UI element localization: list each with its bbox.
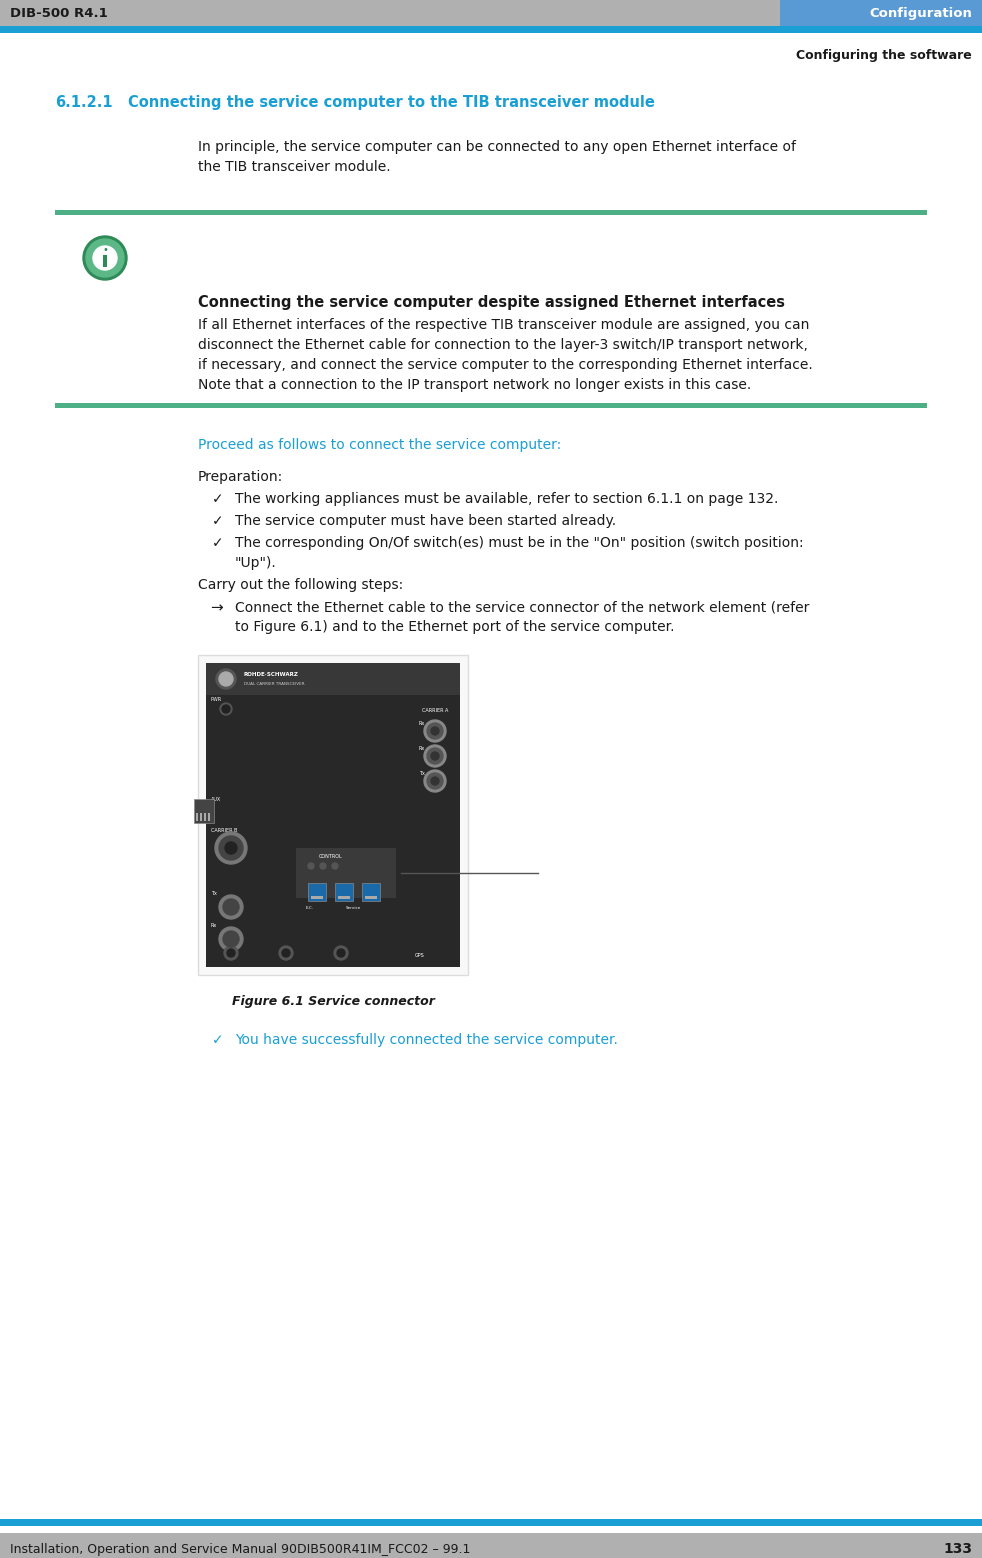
Text: Connecting the service computer to the TIB transceiver module: Connecting the service computer to the T…	[128, 95, 655, 111]
Text: E.C.: E.C.	[306, 907, 314, 910]
Bar	[311, 896, 323, 899]
Bar	[55, 404, 927, 408]
Bar	[365, 896, 377, 899]
Text: AUX: AUX	[211, 796, 221, 801]
Bar	[780, 0, 982, 26]
Circle shape	[219, 837, 243, 860]
Bar	[194, 799, 214, 823]
Circle shape	[222, 706, 230, 714]
Bar	[335, 883, 353, 901]
Bar	[296, 848, 396, 897]
Text: The corresponding On/Of switch(es) must be in the "On" position (switch position: The corresponding On/Of switch(es) must …	[235, 536, 803, 570]
Text: Proceed as follows to connect the service computer:: Proceed as follows to connect the servic…	[198, 438, 562, 452]
Circle shape	[219, 894, 243, 919]
Bar	[0, 1533, 982, 1558]
Text: The working appliances must be available, refer to section 6.1.1 on page 132.: The working appliances must be available…	[235, 492, 779, 506]
Circle shape	[227, 949, 235, 957]
Text: Rx: Rx	[418, 720, 425, 726]
Circle shape	[86, 238, 124, 277]
Text: →: →	[210, 600, 223, 615]
Text: GPS: GPS	[415, 952, 425, 958]
Circle shape	[308, 863, 314, 869]
Circle shape	[424, 745, 446, 767]
Bar	[0, 1519, 982, 1525]
Circle shape	[220, 703, 232, 715]
Bar	[103, 256, 107, 266]
Bar	[308, 883, 326, 901]
Circle shape	[223, 899, 239, 915]
Text: In principle, the service computer can be connected to any open Ethernet interfa: In principle, the service computer can b…	[198, 140, 796, 174]
Text: 6.1.2.1: 6.1.2.1	[55, 95, 113, 111]
Bar	[206, 664, 460, 695]
Circle shape	[223, 932, 239, 947]
Text: Rx: Rx	[211, 922, 217, 927]
Text: CONTROL: CONTROL	[319, 854, 343, 858]
Text: Carry out the following steps:: Carry out the following steps:	[198, 578, 404, 592]
Text: DUAL CARRIER TRANSCEIVER: DUAL CARRIER TRANSCEIVER	[244, 682, 304, 686]
Text: ✓: ✓	[212, 1033, 224, 1047]
Circle shape	[427, 773, 443, 788]
Text: Service: Service	[346, 907, 361, 910]
Text: DIB-500 R4.1: DIB-500 R4.1	[10, 6, 108, 20]
Bar	[55, 210, 927, 215]
Bar	[0, 0, 982, 26]
Circle shape	[424, 720, 446, 742]
Circle shape	[225, 841, 237, 854]
Text: The service computer must have been started already.: The service computer must have been star…	[235, 514, 616, 528]
Text: ROHDE·SCHWARZ: ROHDE·SCHWARZ	[244, 671, 299, 676]
Bar	[362, 883, 380, 901]
Text: •: •	[102, 245, 108, 256]
Text: Configuring the software: Configuring the software	[796, 48, 972, 61]
Text: Figure 6.1 Service connector: Figure 6.1 Service connector	[232, 996, 434, 1008]
Text: Tx: Tx	[419, 771, 425, 776]
Text: If all Ethernet interfaces of the respective TIB transceiver module are assigned: If all Ethernet interfaces of the respec…	[198, 318, 813, 393]
Circle shape	[282, 949, 290, 957]
Text: CARRIER B: CARRIER B	[211, 827, 238, 832]
Text: Connect the Ethernet cable to the service connector of the network element (refe: Connect the Ethernet cable to the servic…	[235, 600, 809, 634]
Circle shape	[216, 668, 236, 689]
Text: Connecting the service computer despite assigned Ethernet interfaces: Connecting the service computer despite …	[198, 294, 785, 310]
Circle shape	[93, 246, 117, 270]
Circle shape	[219, 671, 233, 686]
Text: ✓: ✓	[212, 514, 224, 528]
Text: CARRIER A: CARRIER A	[422, 707, 448, 712]
Circle shape	[320, 863, 326, 869]
Circle shape	[427, 723, 443, 738]
Circle shape	[83, 235, 127, 280]
Circle shape	[431, 753, 439, 760]
Bar	[200, 813, 202, 821]
Text: Installation, Operation and Service Manual 90DIB500R41IM_FCC02 – 99.1: Installation, Operation and Service Manu…	[10, 1542, 470, 1555]
Bar	[208, 813, 210, 821]
Circle shape	[332, 863, 338, 869]
Text: You have successfully connected the service computer.: You have successfully connected the serv…	[235, 1033, 618, 1047]
Circle shape	[337, 949, 345, 957]
Text: PWR: PWR	[211, 696, 222, 701]
Circle shape	[215, 832, 247, 865]
Circle shape	[424, 770, 446, 791]
Text: ✓: ✓	[212, 536, 224, 550]
Bar	[338, 896, 350, 899]
Bar	[206, 664, 460, 968]
Circle shape	[431, 728, 439, 735]
Text: Rx: Rx	[418, 745, 425, 751]
Circle shape	[219, 927, 243, 950]
Circle shape	[279, 946, 293, 960]
Bar	[196, 813, 198, 821]
Bar	[198, 654, 468, 975]
Circle shape	[431, 777, 439, 785]
Circle shape	[334, 946, 348, 960]
Text: 133: 133	[943, 1542, 972, 1556]
Text: ✓: ✓	[212, 492, 224, 506]
Text: Tx: Tx	[211, 891, 217, 896]
Circle shape	[224, 946, 238, 960]
Circle shape	[427, 748, 443, 763]
Text: Preparation:: Preparation:	[198, 471, 283, 485]
Bar	[0, 26, 982, 33]
Bar	[204, 813, 206, 821]
Text: Configuration: Configuration	[869, 6, 972, 20]
